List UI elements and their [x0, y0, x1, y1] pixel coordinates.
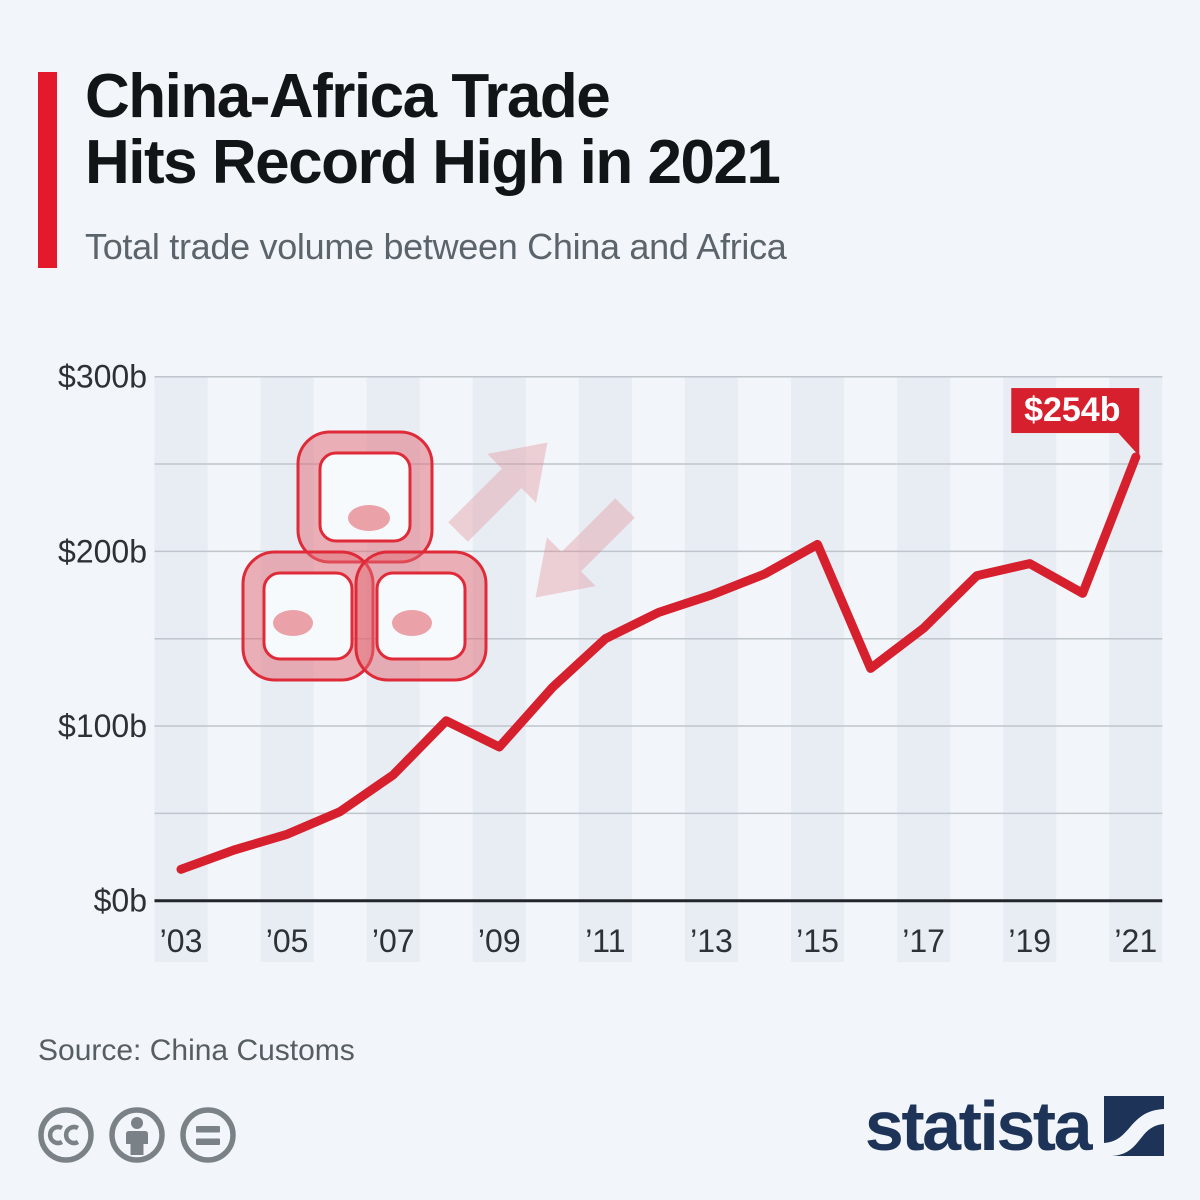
x-axis-tick-label: ’11	[585, 923, 625, 959]
year-stripe	[897, 376, 951, 962]
year-stripe	[791, 376, 845, 962]
x-axis-tick-label: ’07	[372, 923, 415, 959]
attribution-person-icon	[109, 1107, 165, 1163]
line-chart: $300b $200b $100b $0b ’03 ’05 ’07 ’09 ’11 ’13 ’15 ’…	[58, 359, 1163, 962]
cc-icon	[38, 1107, 94, 1163]
year-stripe	[472, 376, 526, 962]
value-callout: $254b	[1011, 388, 1140, 457]
callout-value-label: $254b	[1024, 391, 1120, 429]
callout-pointer	[1118, 433, 1140, 457]
callout-box	[1011, 388, 1140, 434]
page-title: China-Africa Trade Hits Record High in 20…	[85, 62, 781, 197]
trade-blocks-watermark-icon	[241, 430, 635, 682]
x-axis-tick-label: ’13	[690, 923, 733, 959]
no-derivatives-icon	[180, 1107, 236, 1163]
statista-wordmark: statista	[864, 1087, 1093, 1165]
arrow-up-right-icon	[448, 442, 548, 542]
statista-logo: statista	[864, 1087, 1164, 1165]
x-axis-tick-label: ’17	[902, 923, 945, 959]
y-axis-tick-label: $200b	[58, 533, 147, 569]
x-axis-tick-label: ’21	[1114, 923, 1157, 959]
year-stripe	[1109, 376, 1163, 962]
y-axis-tick-label: $0b	[94, 883, 147, 919]
year-stripe	[1003, 376, 1057, 962]
source-note: Source: China Customs	[38, 1034, 355, 1067]
y-axis-tick-label: $300b	[58, 359, 147, 395]
statista-logo-mark-icon	[1104, 1096, 1164, 1156]
chart-background-layer: $300b $200b $100b $0b ’03 ’05 ’07 ’09 ’11 ’13 ’15 ’…	[58, 359, 1163, 962]
arrow-down-left-icon	[535, 498, 635, 598]
year-stripe	[578, 376, 632, 962]
trade-volume-line	[176, 452, 1141, 874]
y-axis-tick-label: $100b	[58, 708, 147, 744]
x-axis-tick-label: ’15	[796, 923, 839, 959]
title-line-1: China-Africa Trade	[85, 62, 611, 131]
block-top	[296, 430, 434, 564]
x-axis-tick-label: ’03	[160, 923, 203, 959]
x-axis-tick-label: ’05	[266, 923, 309, 959]
block-bottom-right	[354, 550, 488, 682]
chart-subtitle: Total trade volume between China and Afr…	[85, 226, 787, 267]
block-bottom-left	[241, 550, 375, 682]
title-accent-bar	[38, 72, 57, 268]
chart-data-layer: $254b	[176, 388, 1141, 874]
x-axis-tick-label: ’19	[1008, 923, 1051, 959]
year-stripe	[684, 376, 738, 962]
title-line-2: Hits Record High in 2021	[85, 128, 781, 197]
license-icons	[38, 1107, 236, 1163]
x-axis-tick-label: ’09	[478, 923, 521, 959]
